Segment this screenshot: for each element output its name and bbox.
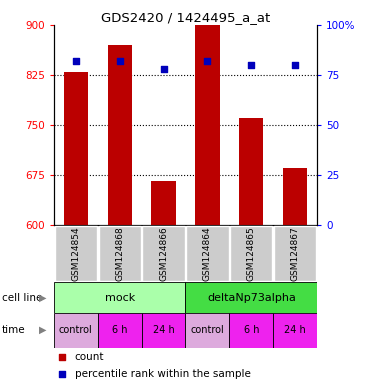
Point bbox=[292, 62, 298, 68]
Point bbox=[59, 354, 65, 360]
Text: count: count bbox=[75, 352, 104, 362]
Text: GSM124865: GSM124865 bbox=[247, 226, 256, 281]
FancyBboxPatch shape bbox=[274, 226, 316, 281]
Point bbox=[249, 62, 255, 68]
FancyBboxPatch shape bbox=[230, 226, 272, 281]
Text: GSM124854: GSM124854 bbox=[71, 226, 80, 281]
Point bbox=[116, 58, 122, 64]
Bar bbox=[151, 181, 175, 225]
Point bbox=[161, 66, 167, 72]
Text: time: time bbox=[2, 325, 26, 335]
Text: 24 h: 24 h bbox=[285, 325, 306, 335]
Text: deltaNp73alpha: deltaNp73alpha bbox=[207, 293, 296, 303]
Text: control: control bbox=[191, 325, 224, 335]
Text: ▶: ▶ bbox=[39, 325, 46, 335]
Bar bbox=[196, 25, 220, 225]
Text: mock: mock bbox=[105, 293, 135, 303]
Point bbox=[73, 58, 79, 64]
Bar bbox=[64, 71, 88, 225]
Title: GDS2420 / 1424495_a_at: GDS2420 / 1424495_a_at bbox=[101, 11, 270, 24]
Text: control: control bbox=[59, 325, 93, 335]
Bar bbox=[239, 118, 263, 225]
Text: GSM124868: GSM124868 bbox=[115, 226, 124, 281]
FancyBboxPatch shape bbox=[54, 282, 185, 313]
Bar bbox=[283, 168, 307, 225]
Text: ▶: ▶ bbox=[39, 293, 46, 303]
FancyBboxPatch shape bbox=[99, 226, 141, 281]
Text: GSM124867: GSM124867 bbox=[291, 226, 300, 281]
Text: 6 h: 6 h bbox=[112, 325, 127, 335]
FancyBboxPatch shape bbox=[186, 313, 229, 348]
FancyBboxPatch shape bbox=[142, 313, 186, 348]
FancyBboxPatch shape bbox=[229, 313, 273, 348]
Text: 6 h: 6 h bbox=[244, 325, 259, 335]
Text: percentile rank within the sample: percentile rank within the sample bbox=[75, 369, 251, 379]
Text: cell line: cell line bbox=[2, 293, 42, 303]
FancyBboxPatch shape bbox=[142, 226, 185, 281]
FancyBboxPatch shape bbox=[273, 313, 317, 348]
Bar bbox=[108, 45, 132, 225]
FancyBboxPatch shape bbox=[186, 282, 317, 313]
FancyBboxPatch shape bbox=[55, 226, 97, 281]
FancyBboxPatch shape bbox=[98, 313, 142, 348]
FancyBboxPatch shape bbox=[186, 226, 229, 281]
Text: 24 h: 24 h bbox=[153, 325, 174, 335]
Text: GSM124864: GSM124864 bbox=[203, 226, 212, 281]
Text: GSM124866: GSM124866 bbox=[159, 226, 168, 281]
Point bbox=[59, 371, 65, 377]
Point bbox=[204, 58, 210, 64]
FancyBboxPatch shape bbox=[54, 313, 98, 348]
